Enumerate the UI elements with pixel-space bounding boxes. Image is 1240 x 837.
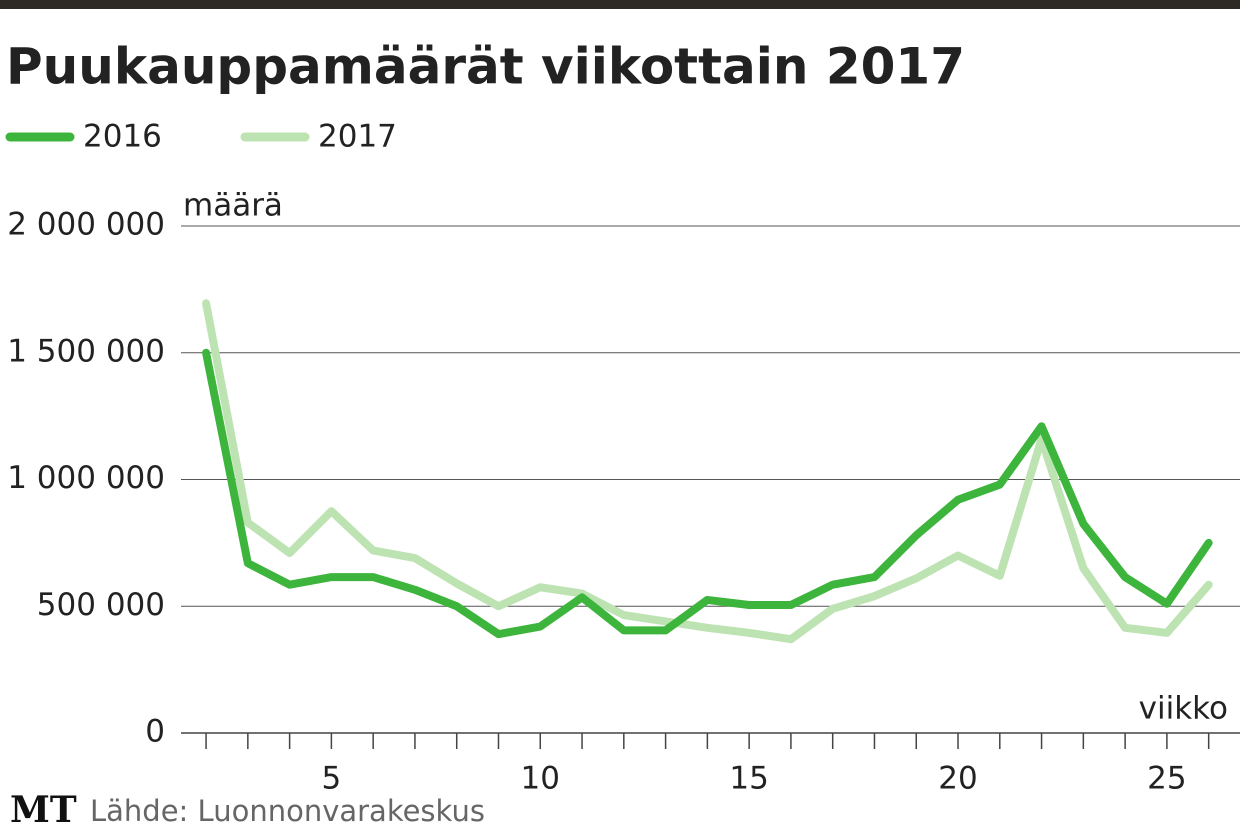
y-tick-label: 2 000 000	[7, 207, 165, 243]
top-bar	[0, 0, 1240, 9]
y-tick-label: 500 000	[37, 587, 165, 623]
y-tick-label: 1 500 000	[7, 333, 165, 369]
logo: MT	[10, 789, 77, 831]
x-tick-label: 25	[1147, 761, 1186, 797]
legend-label: 2016	[83, 119, 162, 155]
x-tick-label: 15	[729, 761, 768, 797]
x-tick-label: 20	[938, 761, 977, 797]
series-line	[202, 348, 1213, 639]
series-line	[202, 299, 1213, 644]
chart-title: Puukauppamäärät viikottain 2017	[6, 38, 965, 96]
y-tick-label: 1 000 000	[7, 460, 165, 496]
legend-label: 2017	[318, 119, 397, 155]
y-tick-label: 0	[145, 714, 165, 750]
x-axis-label: viikko	[1139, 691, 1228, 727]
source: Lähde: Luonnonvarakeskus	[90, 794, 485, 828]
x-tick-label: 5	[322, 761, 342, 797]
x-tick-label: 10	[521, 761, 560, 797]
y-axis-label: määrä	[183, 188, 283, 224]
